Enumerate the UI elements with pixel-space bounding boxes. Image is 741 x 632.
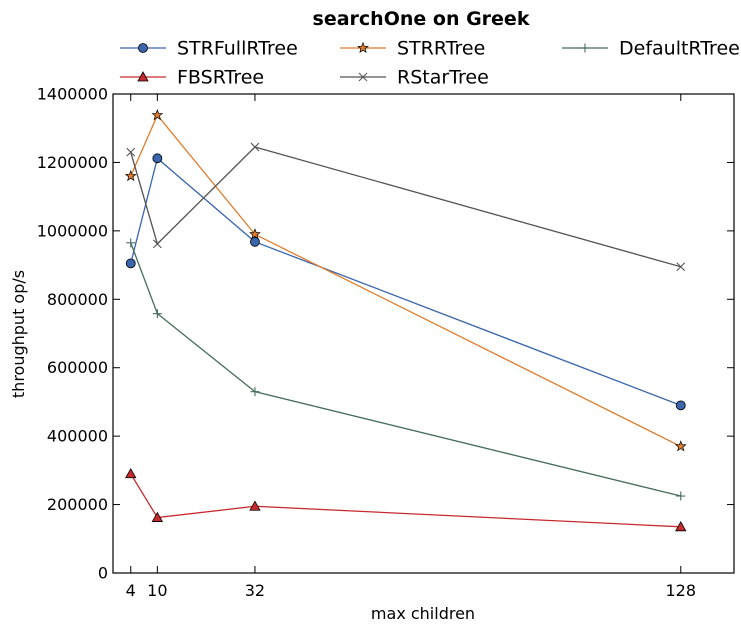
- legend: STRFullRTree STRRTree DefaultRTree FBSRTree…: [120, 38, 740, 89]
- legend-label-strfullrtree: STRFullRTree: [177, 38, 298, 60]
- point-strfullrtree-2: [250, 236, 260, 247]
- series-line-fbsrtree: [130, 473, 681, 528]
- x-tick-label-1: 10: [147, 581, 167, 600]
- y-tick-label-1: 200000: [47, 495, 108, 514]
- point-fbsrtree-1: [151, 511, 164, 522]
- point-strfullrtree-1: [152, 153, 163, 164]
- series-strrtree: [124, 109, 687, 452]
- series-line-strfullrtree: [130, 157, 682, 406]
- point-rstartree-1: [152, 239, 162, 249]
- point-strrtree-1: [151, 109, 164, 121]
- legend-marker-strfullrtree: [138, 43, 148, 53]
- series-line-defaultrtree: [130, 242, 681, 497]
- legend-marker-strrtree: [357, 41, 369, 54]
- series-rstartree: [126, 142, 686, 272]
- series-line-rstartree: [130, 146, 681, 268]
- plot-frame: [112, 93, 735, 574]
- point-strrtree-0: [124, 169, 137, 182]
- legend-label-rstartree: RStarTree: [397, 67, 489, 89]
- y-tick-label-6: 1200000: [37, 153, 108, 172]
- legend-item-fbsrtree: FBSRTree: [120, 67, 264, 89]
- point-fbsrtree-2: [249, 500, 261, 511]
- series-fbsrtree: [125, 467, 687, 532]
- legend-label-fbsrtree: FBSRTree: [177, 67, 264, 89]
- x-tick-label-0: 4: [126, 581, 136, 600]
- series-line-strrtree: [130, 113, 682, 447]
- y-tick-label-4: 800000: [47, 290, 108, 309]
- axes-layer: 0 200000 400000 600000 800000 1000000 1200000 1…: [37, 85, 734, 600]
- point-rstartree-3: [676, 262, 686, 272]
- x-tick-label-3: 128: [665, 581, 696, 600]
- point-fbsrtree-0: [125, 467, 137, 479]
- legend-label-defaultrtree: DefaultRTree: [619, 38, 740, 60]
- legend-marker-defaultrtree: [580, 43, 590, 53]
- point-strfullrtree-0: [125, 258, 136, 269]
- legend-item-rstartree: RStarTree: [340, 67, 489, 89]
- legend-item-defaultrtree: DefaultRTree: [562, 38, 740, 60]
- y-tick-label-0: 0: [98, 564, 108, 583]
- legend-item-strfullrtree: STRFullRTree: [120, 38, 298, 60]
- series-layer: [124, 109, 687, 532]
- point-defaultrtree-2: [250, 387, 260, 397]
- point-defaultrtree-3: [676, 491, 686, 501]
- y-tick-label-2: 400000: [47, 427, 108, 446]
- plot-area: [113, 94, 734, 573]
- x-tick-label-2: 32: [245, 581, 265, 600]
- point-fbsrtree-3: [675, 520, 687, 532]
- legend-label-strrtree: STRRTree: [397, 38, 485, 60]
- y-tick-label-3: 600000: [47, 358, 108, 377]
- chart-title: searchOne on Greek: [313, 8, 530, 30]
- point-rstartree-0: [126, 147, 136, 157]
- point-strrtree-3: [674, 440, 687, 452]
- x-axis-label: max children: [371, 604, 475, 623]
- point-rstartree-2: [250, 142, 260, 152]
- legend-marker-fbsrtree: [137, 71, 149, 82]
- legend-marker-rstartree: [358, 72, 368, 82]
- series-defaultrtree: [126, 238, 686, 501]
- y-tick-label-7: 1400000: [37, 85, 108, 104]
- legend-item-strrtree: STRRTree: [340, 38, 485, 60]
- point-strfullrtree-3: [675, 400, 686, 411]
- point-strrtree-2: [249, 228, 261, 240]
- point-defaultrtree-0: [126, 238, 136, 248]
- y-tick-label-5: 1000000: [37, 221, 108, 240]
- series-strfullrtree: [125, 153, 686, 411]
- point-defaultrtree-1: [152, 309, 162, 319]
- y-axis-label: throughput op/s: [9, 270, 28, 398]
